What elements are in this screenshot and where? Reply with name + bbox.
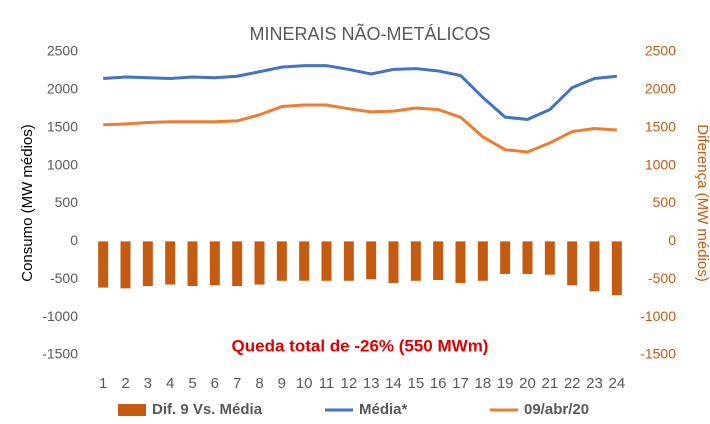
x-tick-label: 17 bbox=[452, 375, 469, 392]
annotation: Queda total de -26% (550 MWm) bbox=[232, 336, 489, 355]
bar bbox=[299, 241, 310, 281]
x-tick-label: 24 bbox=[608, 375, 625, 392]
bar bbox=[366, 241, 377, 280]
bar bbox=[209, 241, 220, 286]
y2-tick-label: 2000 bbox=[645, 81, 676, 97]
bar bbox=[232, 241, 243, 287]
bar bbox=[276, 241, 287, 281]
line bbox=[103, 64, 617, 121]
chart-title: MINERAIS NÃO-METÁLICOS bbox=[249, 23, 490, 44]
bar bbox=[567, 241, 578, 286]
bar bbox=[120, 241, 131, 289]
y2-tick-label: 1000 bbox=[645, 156, 676, 172]
y-tick-label: 500 bbox=[55, 194, 79, 210]
bar bbox=[522, 241, 533, 274]
bar bbox=[187, 241, 198, 287]
x-tick-label: 2 bbox=[121, 375, 129, 392]
x-tick-label: 13 bbox=[363, 375, 380, 392]
x-tick-label: 8 bbox=[255, 375, 263, 392]
bar bbox=[410, 241, 421, 281]
y-tick-label: -1000 bbox=[42, 308, 78, 324]
line bbox=[103, 103, 617, 154]
x-tick-label: 1 bbox=[99, 375, 107, 392]
bar bbox=[254, 241, 265, 285]
x-tick-label: 4 bbox=[166, 375, 174, 392]
y-tick-label: 2000 bbox=[47, 81, 78, 97]
legend-label: Média* bbox=[359, 401, 408, 418]
bar bbox=[544, 241, 555, 275]
bar bbox=[165, 241, 176, 285]
x-tick-label: 10 bbox=[296, 375, 313, 392]
x-tick-label: 20 bbox=[519, 375, 536, 392]
x-tick-label: 16 bbox=[430, 375, 447, 392]
legend-label: Dif. 9 Vs. Média bbox=[152, 401, 263, 418]
x-tick-label: 3 bbox=[144, 375, 152, 392]
y-tick-label: 1000 bbox=[47, 156, 78, 172]
bar bbox=[589, 241, 600, 292]
x-tick-label: 21 bbox=[541, 375, 558, 392]
x-tick-label: 18 bbox=[474, 375, 491, 392]
y2-tick-label: 500 bbox=[653, 194, 677, 210]
y-tick-label: -500 bbox=[50, 270, 78, 286]
y-tick-label: 0 bbox=[70, 232, 78, 248]
legend-swatch bbox=[118, 404, 146, 416]
y-axis-title: Consumo (MW médios) bbox=[19, 124, 36, 282]
y-tick-label: 2500 bbox=[47, 43, 78, 59]
x-tick-label: 9 bbox=[278, 375, 286, 392]
bar bbox=[477, 241, 488, 281]
y-tick-label: -1500 bbox=[42, 346, 78, 362]
x-tick-label: 6 bbox=[211, 375, 219, 392]
bar bbox=[142, 241, 153, 287]
y-tick-label: 1500 bbox=[47, 118, 78, 134]
x-tick-label: 11 bbox=[319, 375, 335, 392]
y2-axis-title: Diferença (MW médios) bbox=[694, 124, 710, 282]
y2-tick-label: 2500 bbox=[645, 43, 676, 59]
y2-tick-label: -1000 bbox=[640, 308, 676, 324]
x-tick-label: 22 bbox=[564, 375, 581, 392]
bar bbox=[321, 241, 332, 281]
x-tick-label: 15 bbox=[407, 375, 424, 392]
y2-tick-label: -500 bbox=[648, 270, 676, 286]
bar bbox=[500, 241, 511, 274]
bar bbox=[388, 241, 399, 284]
x-tick-label: 5 bbox=[188, 375, 196, 392]
x-tick-label: 12 bbox=[340, 375, 357, 392]
x-tick-label: 14 bbox=[385, 375, 402, 392]
bar bbox=[98, 241, 109, 288]
bar bbox=[433, 241, 444, 281]
y2-tick-label: 0 bbox=[668, 232, 676, 248]
bar bbox=[455, 241, 466, 284]
legend-label: 09/abr/20 bbox=[524, 401, 589, 418]
x-tick-label: 7 bbox=[233, 375, 241, 392]
y2-tick-label: -1500 bbox=[640, 346, 676, 362]
bar bbox=[343, 241, 354, 281]
x-tick-label: 19 bbox=[497, 375, 514, 392]
bar bbox=[611, 241, 622, 296]
y2-tick-label: 1500 bbox=[645, 118, 676, 134]
x-tick-label: 23 bbox=[586, 375, 603, 392]
